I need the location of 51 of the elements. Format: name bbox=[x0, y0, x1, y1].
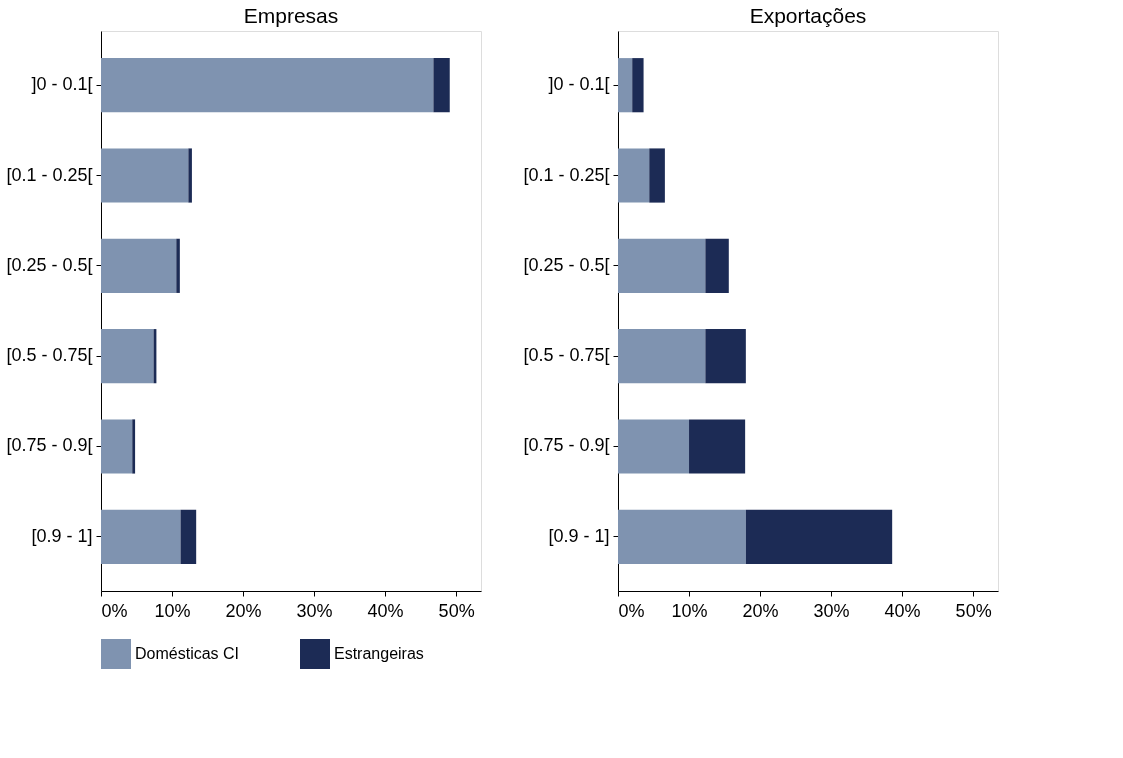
bar bbox=[618, 329, 706, 384]
x-tick-label: 10% bbox=[671, 600, 708, 621]
chart-title: Exportações bbox=[749, 4, 867, 27]
bar bbox=[188, 148, 192, 203]
y-tick-label: [0.25 - 0.5[ bbox=[6, 254, 93, 275]
y-tick-label: [0.1 - 0.25[ bbox=[523, 164, 610, 185]
y-tick-label: [0.1 - 0.25[ bbox=[6, 164, 93, 185]
bar bbox=[101, 329, 154, 384]
bar bbox=[618, 148, 650, 203]
bar bbox=[101, 58, 434, 113]
x-tick-label: 20% bbox=[742, 600, 779, 621]
y-tick-label: ]0 - 0.1[ bbox=[548, 74, 610, 95]
bar bbox=[618, 419, 690, 474]
y-tick-label: [0.9 - 1] bbox=[548, 525, 610, 546]
bar bbox=[689, 419, 746, 474]
y-tick-label: [0.5 - 0.75[ bbox=[6, 345, 93, 366]
x-tick-label: 50% bbox=[438, 600, 475, 621]
bar bbox=[649, 148, 665, 203]
bar bbox=[101, 148, 189, 203]
bar bbox=[180, 509, 197, 564]
bar bbox=[618, 509, 746, 564]
chart-title: Empresas bbox=[243, 4, 339, 27]
y-tick-label: [0.25 - 0.5[ bbox=[523, 254, 610, 275]
y-tick-label: [0.75 - 0.9[ bbox=[6, 435, 93, 456]
bar bbox=[745, 509, 893, 564]
y-tick-label: [0.5 - 0.75[ bbox=[523, 345, 610, 366]
y-tick-label: [0.75 - 0.9[ bbox=[523, 435, 610, 456]
bar bbox=[618, 238, 706, 293]
bar bbox=[705, 329, 746, 384]
x-tick-label: 20% bbox=[225, 600, 262, 621]
x-tick-label: 0% bbox=[101, 600, 128, 621]
x-tick-label: 0% bbox=[618, 600, 645, 621]
x-tick-label: 10% bbox=[154, 600, 191, 621]
x-tick-label: 50% bbox=[955, 600, 992, 621]
bar bbox=[101, 509, 181, 564]
legend-label: Estrangeiras bbox=[334, 645, 424, 662]
bar bbox=[433, 58, 450, 113]
bar bbox=[132, 419, 136, 474]
bar bbox=[632, 58, 644, 113]
legend-label: Domésticas CI bbox=[135, 645, 240, 662]
x-tick-label: 30% bbox=[813, 600, 850, 621]
bar bbox=[705, 238, 729, 293]
bar bbox=[618, 58, 633, 113]
x-tick-label: 30% bbox=[296, 600, 333, 621]
y-tick-label: [0.9 - 1] bbox=[31, 525, 93, 546]
x-tick-label: 40% bbox=[884, 600, 921, 621]
bar bbox=[176, 238, 180, 293]
bar bbox=[101, 238, 177, 293]
x-tick-label: 40% bbox=[367, 600, 404, 621]
y-tick-label: ]0 - 0.1[ bbox=[31, 74, 93, 95]
bar bbox=[101, 419, 133, 474]
